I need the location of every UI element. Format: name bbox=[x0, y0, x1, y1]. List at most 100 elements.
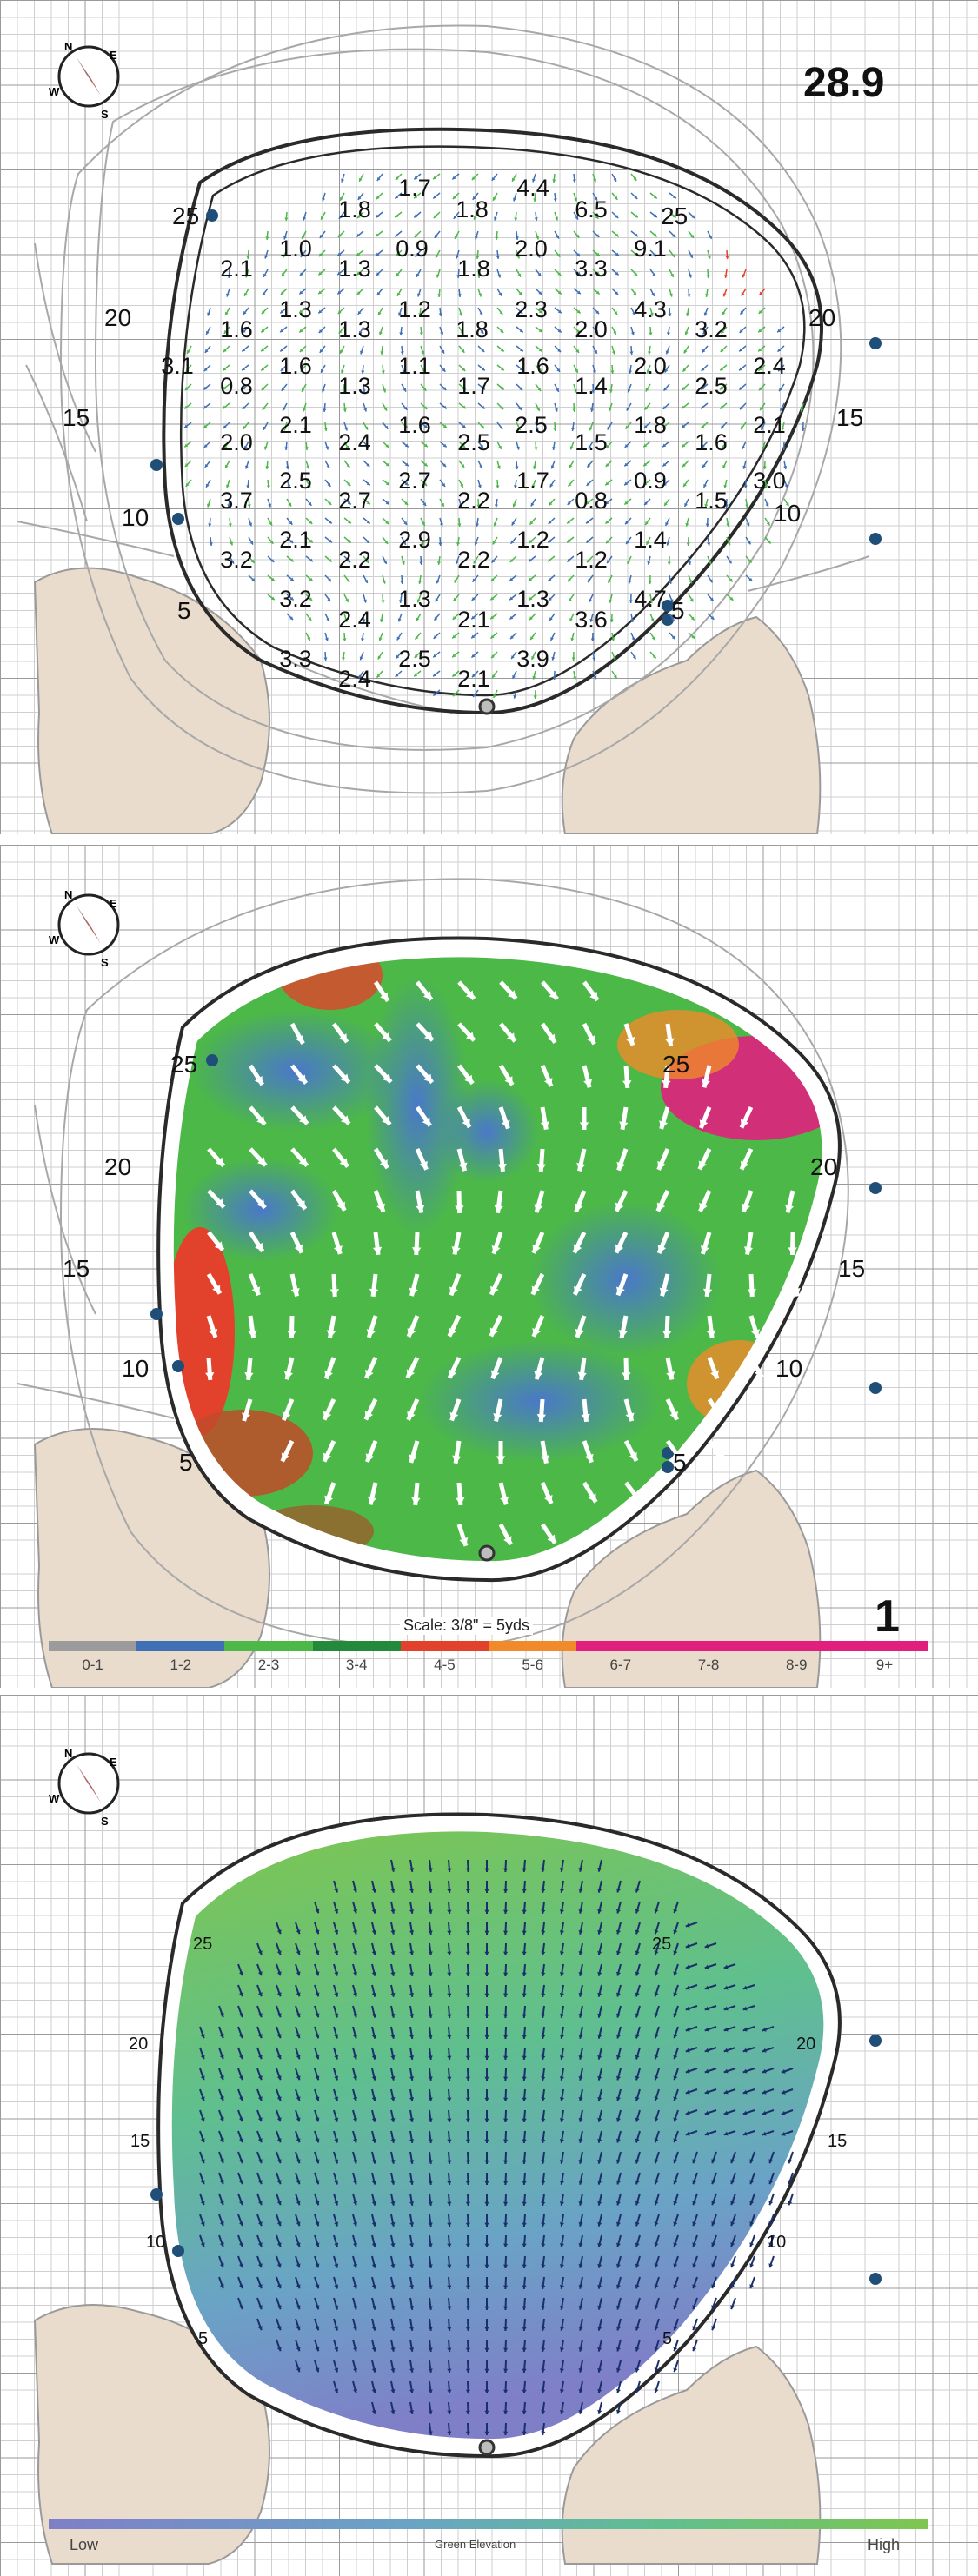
arrow-head bbox=[723, 2131, 729, 2136]
arrow-head bbox=[289, 558, 294, 562]
compass-s-2: S bbox=[101, 956, 109, 969]
arrow-head bbox=[371, 1909, 376, 1914]
legend-segment bbox=[400, 1641, 489, 1651]
contour-label: 15 bbox=[838, 1255, 865, 1282]
arrow-head bbox=[242, 329, 246, 334]
arrow-head bbox=[634, 196, 638, 199]
arrow-head bbox=[567, 558, 571, 562]
arrow-head bbox=[589, 598, 592, 602]
arrow-head bbox=[594, 196, 598, 201]
arrow-head bbox=[461, 463, 465, 468]
arrow-head bbox=[296, 2075, 301, 2081]
arrow-head bbox=[442, 443, 447, 448]
arrow-head bbox=[296, 2117, 301, 2122]
arrow-head bbox=[597, 1971, 602, 1976]
legend-segment bbox=[136, 1641, 225, 1651]
arrow-head bbox=[699, 1202, 708, 1212]
arrow-head bbox=[347, 501, 351, 505]
arrow-head bbox=[499, 425, 503, 429]
compass-w-2: W bbox=[49, 933, 60, 946]
arrow-head bbox=[500, 386, 504, 390]
arrow-head bbox=[557, 329, 562, 333]
arrow-head bbox=[699, 1119, 709, 1129]
arrow-head bbox=[185, 368, 190, 372]
arrow-head bbox=[328, 558, 332, 562]
arrow-head bbox=[669, 581, 673, 584]
arrow-head bbox=[740, 310, 744, 315]
arrow-head bbox=[207, 503, 210, 508]
slope-value: 1.6 bbox=[516, 353, 549, 379]
arrow-head bbox=[385, 444, 389, 448]
arrow-head bbox=[510, 635, 514, 640]
arrow-head bbox=[723, 2006, 729, 2011]
arrow-head bbox=[691, 215, 695, 219]
arrow-head bbox=[461, 349, 465, 353]
arrow-head bbox=[673, 2305, 678, 2310]
arrow-head bbox=[238, 2305, 243, 2310]
slope-value: 0.8 bbox=[575, 488, 608, 514]
arrow-head bbox=[395, 253, 399, 256]
arrow-head bbox=[490, 1370, 500, 1379]
slope-value: 1.7 bbox=[457, 373, 490, 399]
arrow-head bbox=[476, 504, 481, 508]
arrow-head bbox=[541, 2285, 546, 2289]
slope-value: 1.8 bbox=[338, 196, 371, 222]
arrow-head bbox=[627, 560, 630, 564]
arrow-head bbox=[500, 329, 504, 333]
arrow-head bbox=[663, 482, 667, 487]
arrow-head bbox=[781, 2068, 786, 2074]
arrow-head bbox=[589, 991, 598, 1000]
contour-label: 15 bbox=[63, 1255, 90, 1282]
arrow-head bbox=[578, 1930, 583, 1935]
arrow-head bbox=[419, 332, 423, 335]
arrow-head bbox=[522, 2347, 527, 2352]
arrow-head bbox=[541, 2118, 546, 2122]
arrow-head bbox=[615, 2263, 621, 2268]
arrow-head bbox=[353, 2242, 358, 2247]
arrow-head bbox=[651, 636, 655, 641]
arrow-head bbox=[785, 502, 789, 507]
arrow-head bbox=[700, 1245, 709, 1254]
arrow-head bbox=[419, 1160, 428, 1170]
arrow-head bbox=[371, 2034, 376, 2039]
arrow-head bbox=[550, 465, 555, 469]
contour-label: 15 bbox=[130, 2132, 150, 2151]
arrow-head bbox=[223, 405, 227, 409]
arrow-head bbox=[390, 2389, 396, 2393]
arrow-head bbox=[484, 1993, 489, 1997]
arrow-head bbox=[578, 1951, 583, 1955]
slope-value: 9.1 bbox=[634, 236, 667, 262]
arrow-head bbox=[465, 2118, 470, 2122]
arrow-head bbox=[673, 1909, 678, 1914]
arrow-head bbox=[187, 349, 190, 354]
arrow-head bbox=[784, 1204, 795, 1213]
arrow-head bbox=[480, 444, 484, 448]
arrow-head bbox=[742, 1203, 750, 1212]
arrow-head bbox=[334, 2367, 339, 2373]
arrow-head bbox=[644, 406, 649, 410]
arrow-head bbox=[262, 291, 266, 295]
arrow-head bbox=[635, 2055, 640, 2060]
arrow-head bbox=[296, 1929, 301, 1935]
arrow-head bbox=[452, 1455, 462, 1464]
arrow-head bbox=[296, 2263, 301, 2268]
arrow-head bbox=[334, 2138, 339, 2143]
arrow-head bbox=[673, 1950, 678, 1955]
arrow-head bbox=[296, 1200, 306, 1210]
arrow-head bbox=[653, 233, 657, 237]
arrow-head bbox=[459, 312, 463, 316]
arrow-head bbox=[503, 2285, 509, 2289]
arrow-head bbox=[597, 1909, 602, 1914]
legend-label: 5-6 bbox=[522, 1656, 543, 1673]
arrow-head bbox=[219, 2013, 224, 2018]
arrow-head bbox=[578, 2327, 583, 2331]
arrow-head bbox=[730, 2263, 735, 2268]
arrow-head bbox=[261, 329, 265, 333]
arrow-head bbox=[671, 635, 675, 640]
arrow-head bbox=[579, 1122, 589, 1130]
arrow-head bbox=[549, 501, 553, 506]
arrow-head bbox=[657, 1245, 667, 1254]
arrow-head bbox=[635, 2263, 640, 2268]
arrow-head bbox=[615, 215, 619, 218]
arrow-head bbox=[559, 2181, 564, 2185]
